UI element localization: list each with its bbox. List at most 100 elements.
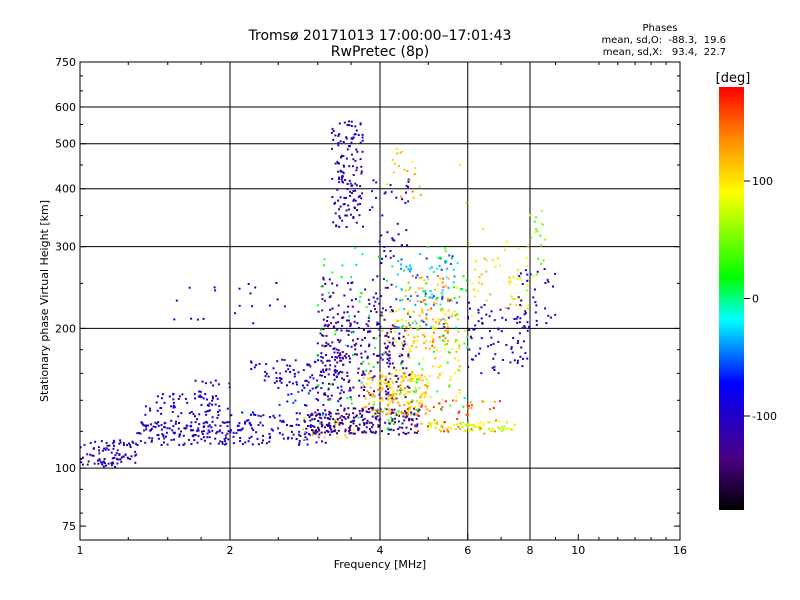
data-point [444,260,447,263]
data-point [444,247,446,250]
data-point [343,378,345,381]
data-point [322,404,325,406]
data-point [451,347,454,350]
data-point [374,409,377,411]
data-point [340,414,343,417]
data-point [390,412,393,415]
data-point [345,136,348,139]
data-point [381,353,384,356]
data-point [306,438,309,441]
data-point [329,345,332,347]
data-point [430,335,433,338]
data-point [324,324,327,327]
data-point [219,424,222,427]
data-point [380,383,383,386]
data-point [311,424,314,427]
data-point [396,152,399,155]
data-point [113,440,116,443]
data-point [328,413,331,416]
data-point [418,314,421,317]
data-point [304,379,307,382]
data-point [411,275,414,278]
data-point [483,400,486,403]
y-tick-label: 300 [55,241,76,254]
data-point [173,438,175,441]
data-point [336,436,339,439]
data-point [364,350,367,353]
data-point [436,422,439,425]
phases-title: Phases [642,23,677,34]
data-point [398,404,401,407]
data-point [114,454,117,457]
data-point [397,410,400,413]
data-point [455,287,458,289]
data-point [316,430,319,433]
data-point [415,322,418,325]
data-point [399,299,402,302]
data-point [430,326,433,328]
data-point [316,379,319,382]
data-point [333,326,336,328]
y-tick-label: 600 [55,101,76,114]
data-point [359,185,362,188]
data-point [310,412,313,415]
data-point [150,439,153,442]
data-point [390,428,393,431]
data-point [324,282,327,285]
data-point [407,334,410,337]
data-point [357,326,360,329]
data-point [275,380,278,383]
data-point [350,432,353,435]
data-point [206,398,208,401]
data-point [383,245,386,248]
data-point [440,268,443,271]
data-point [139,440,142,443]
data-point [211,399,214,402]
data-point [380,314,383,317]
data-point [515,304,518,307]
data-point [337,199,340,202]
data-point [208,402,211,405]
data-point [322,328,325,331]
data-point [345,157,348,160]
data-point [249,292,252,295]
data-point [424,394,427,396]
data-point [333,426,336,429]
data-point [324,416,326,419]
data-point [336,376,338,378]
data-point [393,366,396,369]
data-point [343,407,346,410]
data-point [378,389,381,392]
data-point [379,372,382,375]
data-point [165,431,168,434]
data-point [526,265,529,267]
data-point [194,421,197,424]
data-point [463,396,466,399]
data-point [469,307,471,310]
data-point [314,411,317,414]
data-point [452,286,455,289]
data-point [458,295,461,298]
data-point [280,420,283,423]
data-point [408,406,411,409]
data-point [303,431,306,434]
data-point [522,357,524,360]
data-point [119,439,122,442]
data-point [368,209,371,211]
data-point [532,275,535,277]
data-point [444,250,447,253]
data-point [132,441,135,444]
data-point [542,223,544,226]
data-point [499,264,502,267]
data-point [387,427,390,429]
data-point [199,394,202,397]
data-point [349,190,351,193]
data-point [144,413,147,416]
data-point [448,316,450,319]
data-point [129,443,132,446]
data-point [435,302,438,305]
data-point [375,181,378,184]
colorbar-label: [deg] [716,71,751,86]
data-point [313,418,316,421]
data-point [386,353,389,356]
